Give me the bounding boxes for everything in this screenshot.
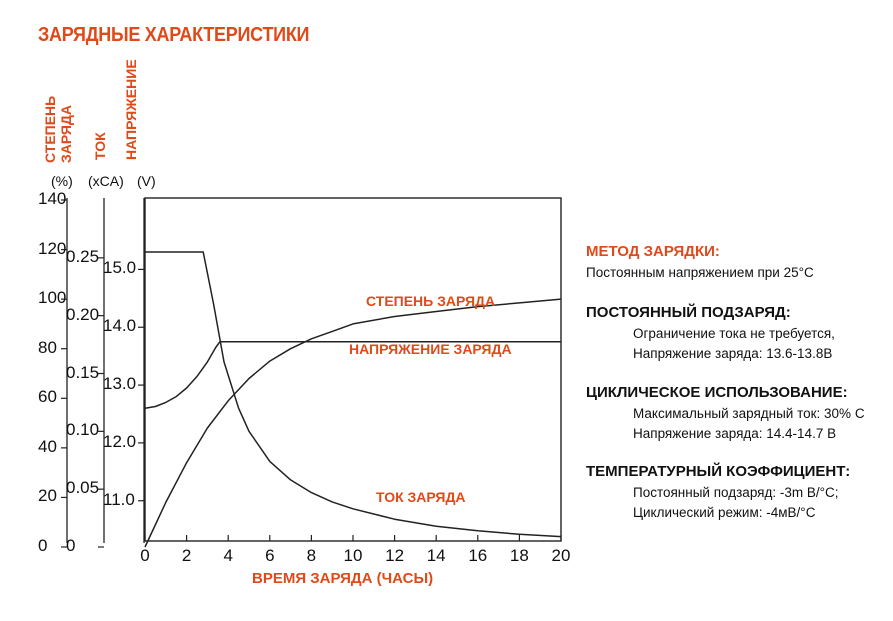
info-temperature: ТЕМПЕРАТУРНЫЙ КОЭФФИЦИЕНТ: Постоянный по… [586,463,850,525]
info-float: ПОСТОЯННЫЙ ПОДЗАРЯД: Ограничение тока не… [586,304,835,366]
y-tick-label-0-0: 0 [38,536,48,555]
series-line-2 [145,251,562,538]
y-tick-label-0-1: 20 [38,486,57,506]
y-tick-label-1-5: 0.25 [66,246,100,266]
float-line-2: Напряжение заряда: 13.6-13.8В [633,346,833,361]
temp-title: ТЕМПЕРАТУРНЫЙ КОЭФФИЦИЕНТ: [586,463,851,480]
x-tick-label-6: 12 [385,546,405,565]
y-tick-label-2-2: 13.0 [103,374,137,394]
method-title: МЕТОД ЗАРЯДКИ: [586,243,720,260]
info-cyclic: ЦИКЛИЧЕСКОЕ ИСПОЛЬЗОВАНИЕ: Максимальный … [586,384,865,446]
y-tick-label-2-3: 14.0 [103,316,137,336]
x-tick-label-10: 20 [551,546,571,565]
x-tick-label-0: 0 [140,546,150,565]
series-label-charge: СТЕПЕНЬ ЗАРЯДА [366,293,496,309]
y-tick-label-0-6: 120 [38,238,67,258]
plot-frame [144,197,562,542]
cyclic-line-2: Напряжение заряда: 14.4-14.7 В [633,426,837,441]
y-tick-label-1-2: 0.10 [66,420,100,440]
y-tick-label-1-4: 0.20 [66,304,100,324]
y-tick-label-1-1: 0.05 [66,478,100,498]
y-tick-label-2-4: 15.0 [103,258,137,278]
y-tick-label-0-5: 100 [38,288,67,308]
float-title: ПОСТОЯННЫЙ ПОДЗАРЯД: [586,304,791,321]
x-tick-label-4: 8 [306,546,317,565]
series-label-current: ТОК ЗАРЯДА [376,489,466,505]
axis-unit-current: (xCA) [88,173,124,189]
axis-unit-voltage: (V) [137,173,156,189]
x-tick-label-5: 10 [343,546,363,565]
series-label-voltage: НАПРЯЖЕНИЕ ЗАРЯДА [349,341,512,357]
float-line-1: Ограничение тока не требуется, [633,326,835,341]
axis-label-current: ТОК [92,132,108,160]
cyclic-line-1: Максимальный зарядный ток: 30% С [633,406,865,421]
y-tick-label-0-4: 80 [38,337,57,357]
info-method: МЕТОД ЗАРЯДКИ: Постоянным напряжением пр… [586,243,814,285]
y-tick-label-0-7: 140 [38,189,67,208]
y-tick-label-0-2: 40 [38,436,57,456]
x-tick-label-9: 18 [509,546,529,565]
chart-title: ЗАРЯДНЫЕ ХАРАКТЕРИСТИКИ [38,24,310,46]
temp-line-2: Циклический режим: -4мВ/°С [633,505,816,520]
axis-label-voltage: НАПРЯЖЕНИЕ [123,59,139,160]
cyclic-title: ЦИКЛИЧЕСКОЕ ИСПОЛЬЗОВАНИЕ: [586,384,848,401]
temp-line-1: Постоянный подзаряд: -3m В/°С; [633,485,839,500]
y-tick-label-1-3: 0.15 [66,362,100,382]
axis-label-charge-line1: СТЕПЕНЬ [42,95,58,163]
x-tick-label-8: 16 [468,546,488,565]
series-line-0 [144,298,562,548]
x-tick-label-7: 14 [426,546,446,565]
y-tick-label-2-0: 11.0 [103,489,135,509]
x-tick-label-1: 2 [181,546,192,565]
y-tick-label-1-0: 0 [66,536,76,555]
axis-label-charge-line2: ЗАРЯДА [58,104,74,163]
axis-unit-charge: (%) [51,173,73,189]
axis-label-charge: СТЕПЕНЬ ЗАРЯДА [42,96,74,163]
x-axis-label: ВРЕМЯ ЗАРЯДА (ЧАСЫ) [252,570,434,587]
y-tick-label-0-3: 60 [38,387,57,407]
method-text: Постоянным напряжением при 25°С [586,265,814,280]
series-line-1 [144,340,561,409]
x-tick-label-2: 4 [223,546,233,565]
y-tick-label-2-1: 12.0 [103,431,137,451]
x-tick-label-3: 6 [265,546,275,565]
